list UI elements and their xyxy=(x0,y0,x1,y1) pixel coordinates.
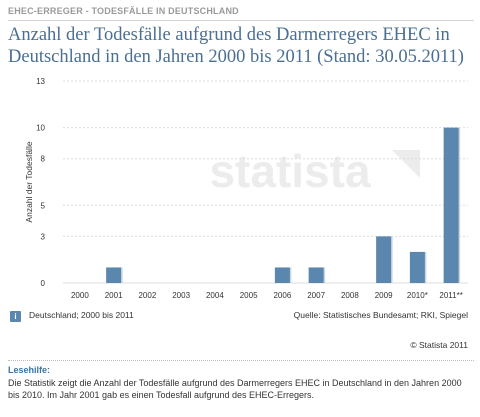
copyright-text: © Statista 2011 xyxy=(410,340,468,350)
y-axis-label: Anzahl der Todesfälle xyxy=(24,141,34,222)
y-tick-label: 3 xyxy=(41,232,46,241)
chart-title: Anzahl der Todesfälle aufgrund des Darme… xyxy=(8,25,464,67)
x-tick-label: 2001 xyxy=(105,291,123,300)
x-tick-label: 2002 xyxy=(138,291,156,300)
x-tick-label: 2009 xyxy=(375,291,393,300)
x-tick-label: 2006 xyxy=(273,291,291,300)
top-bar: EHEC-ERREGER - TODESFÄLLE IN DEUTSCHLAND xyxy=(8,4,474,21)
reading-aid-text: Die Statistik zeigt die Anzahl der Todes… xyxy=(8,378,462,400)
bar xyxy=(106,267,122,283)
bar xyxy=(409,251,425,283)
watermark-text: statista xyxy=(209,145,370,197)
bar-chart: statista 0 3 5 8 10 13 Anzahl der Todesfälle 200… xyxy=(24,77,468,300)
x-tick-label: 2011** xyxy=(439,291,462,300)
divider xyxy=(8,360,474,361)
y-tick-label: 0 xyxy=(41,279,46,288)
info-icon[interactable]: i xyxy=(10,311,21,322)
info-text: Deutschland; 2000 bis 2011 xyxy=(29,310,134,320)
bar xyxy=(308,267,324,283)
x-tick-label: 2010* xyxy=(407,291,428,300)
bar xyxy=(274,267,290,283)
y-tick-label: 5 xyxy=(41,201,46,210)
x-tick-label: 2005 xyxy=(240,291,258,300)
source-text: Quelle: Statistisches Bundesamt; RKI, Sp… xyxy=(293,310,468,320)
x-tick-label: 2003 xyxy=(172,291,190,300)
x-tick-label: 2007 xyxy=(307,291,325,300)
watermark-logo-icon xyxy=(392,150,420,178)
y-tick-label: 13 xyxy=(36,77,45,86)
bar xyxy=(376,236,392,283)
y-tick-label: 8 xyxy=(41,155,46,164)
category-label: EHEC-ERREGER - TODESFÄLLE IN DEUTSCHLAND xyxy=(8,6,239,16)
y-tick-label: 10 xyxy=(36,124,45,133)
x-tick-label: 2000 xyxy=(71,291,89,300)
reading-aid-heading: Lesehilfe: xyxy=(8,365,51,375)
bar xyxy=(443,127,459,283)
x-tick-label: 2004 xyxy=(206,291,224,300)
x-tick-label: 2008 xyxy=(341,291,359,300)
